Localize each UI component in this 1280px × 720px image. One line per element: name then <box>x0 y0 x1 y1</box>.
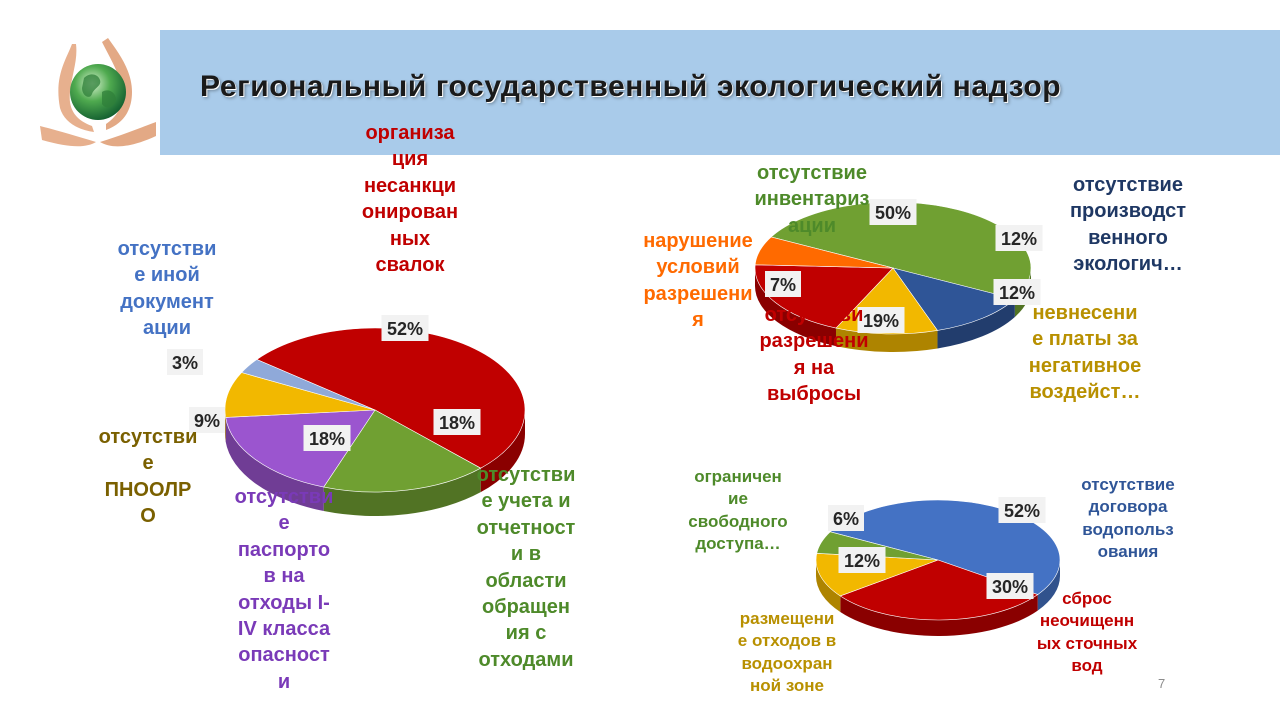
category-label: отсутствие договора водопольз ования <box>1081 475 1175 562</box>
header-band <box>160 30 1280 155</box>
data-label-4: 9% <box>189 407 225 433</box>
svg-text:6%: 6% <box>833 509 859 529</box>
category-label: отсутствие инвентариз ации <box>754 162 870 237</box>
category-label: нарушение условий разрешени я <box>643 230 753 332</box>
svg-text:18%: 18% <box>309 429 345 449</box>
pie-wall-2 <box>937 298 1015 349</box>
pie-wall-3 <box>835 328 938 353</box>
category-label: размещени е отходов в водоохран ной зоне <box>737 609 837 696</box>
pie-slice-1 <box>770 201 1032 300</box>
category-label: отсутстви е учета и отчетност и в област… <box>476 464 576 671</box>
category-label: сброс неочищенн ых сточных вод <box>1036 589 1138 676</box>
category-label: отсутстви е иной документ ации <box>117 238 217 340</box>
data-label-1: 52% <box>998 497 1046 523</box>
data-label-5: 7% <box>765 271 801 297</box>
svg-text:30%: 30% <box>992 577 1028 597</box>
pie-wall-2 <box>323 468 481 516</box>
category-label: невнесени е платы за негативное воздейст… <box>1028 302 1142 404</box>
svg-text:52%: 52% <box>1004 501 1040 521</box>
pie-chart-3: 52% 30% 12% 6% <box>815 497 1061 636</box>
eco-logo <box>36 30 160 155</box>
category-label: организа ция несанкци онирован ных свало… <box>361 122 459 276</box>
data-label-2: 18% <box>433 409 481 435</box>
pie-wall-3 <box>816 560 841 612</box>
svg-text:19%: 19% <box>863 311 899 331</box>
pie-wall-4 <box>755 268 836 347</box>
pie-wall-2 <box>840 594 1038 636</box>
category-label: ограничен ие свободного доступа… <box>688 467 788 554</box>
svg-text:12%: 12% <box>844 551 880 571</box>
svg-text:3%: 3% <box>172 353 198 373</box>
pie-slice-4 <box>224 372 376 418</box>
slide-title: Региональный государственный экологическ… <box>200 70 1062 103</box>
data-label-4: 6% <box>828 505 864 531</box>
pie-slice-5 <box>241 359 376 411</box>
category-label: отсутстви е паспорто в на отходы I- IV к… <box>234 486 334 693</box>
category-label: отсутстви е ПНООЛР О <box>98 426 198 528</box>
pie-slice-5 <box>754 236 894 269</box>
svg-text:7%: 7% <box>770 275 796 295</box>
data-label-3: 18% <box>303 425 351 451</box>
data-label-1: 50% <box>869 199 917 225</box>
pie-wall-3 <box>225 417 324 512</box>
svg-text:50%: 50% <box>875 203 911 223</box>
pie-slice-2 <box>839 559 1039 621</box>
svg-text:18%: 18% <box>439 413 475 433</box>
pie-wall-1 <box>480 410 525 493</box>
svg-text:52%: 52% <box>387 319 423 339</box>
category-label: отсутствие производст венного экологич… <box>1069 174 1187 276</box>
data-label-3: 12% <box>838 547 886 573</box>
page-number: 7 <box>1158 676 1166 691</box>
data-label-4: 19% <box>857 307 905 333</box>
svg-text:12%: 12% <box>1001 229 1037 249</box>
data-label-2: 30% <box>986 573 1034 599</box>
pie-chart-1: 52% 18% 18% 9% 3% <box>167 315 526 516</box>
pie-chart-2: 50% 12% 12% 19% 7% <box>754 199 1043 353</box>
data-label-2: 12% <box>995 225 1043 251</box>
svg-text:12%: 12% <box>999 283 1035 303</box>
globe-in-hands-icon <box>40 38 156 147</box>
pie-slice-2 <box>323 409 482 493</box>
data-label-5: 3% <box>167 349 203 375</box>
data-label-1: 52% <box>381 315 429 341</box>
data-label-3: 12% <box>993 279 1041 305</box>
svg-text:9%: 9% <box>194 411 220 431</box>
category-label: отсутстви разрешени я на выбросы <box>759 304 869 406</box>
